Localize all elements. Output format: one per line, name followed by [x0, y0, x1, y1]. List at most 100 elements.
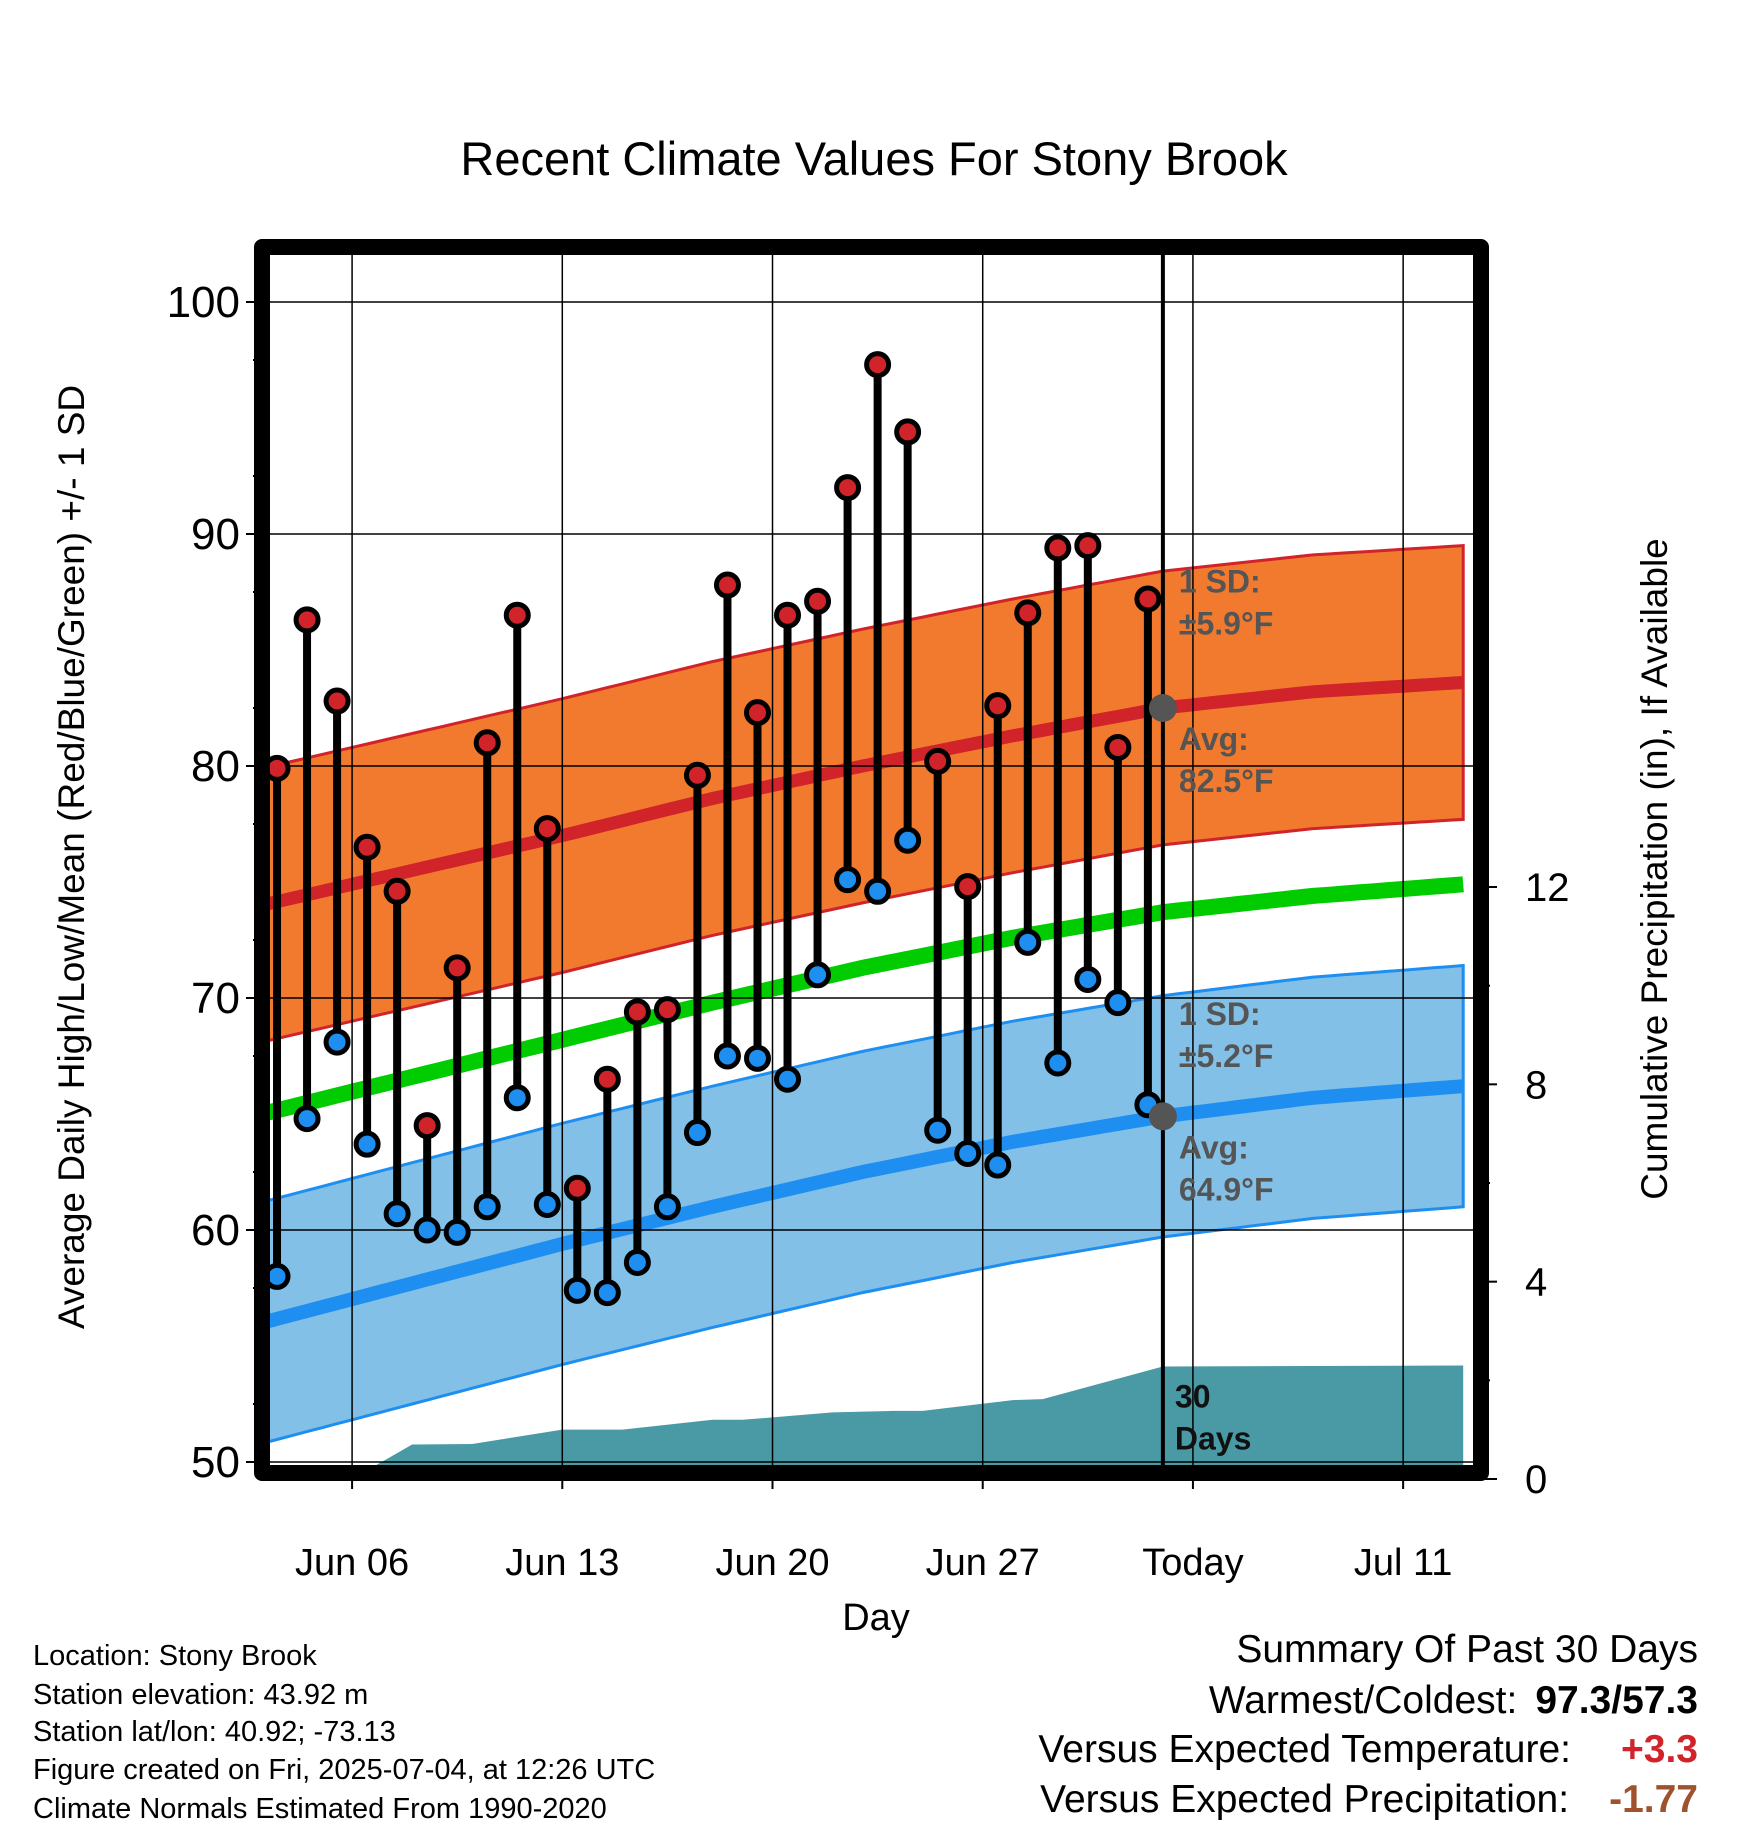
- summary-heading-text: Summary Of Past 30 Days: [1236, 1628, 1698, 1671]
- high-point: [293, 606, 321, 634]
- y-tick-label: 60: [191, 1206, 240, 1255]
- low-point: [293, 1105, 321, 1133]
- high-point: [353, 833, 381, 861]
- low-point: [683, 1119, 711, 1147]
- x-tick-label: Jun 06: [295, 1542, 409, 1584]
- x-axis-label: Day: [842, 1597, 910, 1639]
- high-point: [683, 761, 711, 789]
- high-point: [743, 699, 771, 727]
- summary-warmest: Warmest/Coldest: 97.3/57.3: [1209, 1679, 1698, 1723]
- y-tick-label: 100: [167, 278, 240, 327]
- info-normals: Climate Normals Estimated From 1990-2020: [33, 1793, 607, 1825]
- y-axis-label: Average Daily High/Low/Mean (Red/Blue/Gr…: [51, 385, 92, 1329]
- plot-area: 1 SD: ±5.9°F Avg: 82.5°F 1 SD: ±5.2°F Avg: 64.9…: [262, 247, 1481, 1473]
- high-point: [804, 587, 832, 615]
- low-sd-value: ±5.2°F: [1179, 1038, 1273, 1074]
- precip-label-line1: 30: [1175, 1379, 1211, 1415]
- y-tick-label: 50: [191, 1438, 240, 1487]
- summary-temp: Versus Expected Temperature: +3.3: [1038, 1728, 1698, 1772]
- low-sd-label: 1 SD:: [1179, 996, 1261, 1032]
- info-created: Figure created on Fri, 2025-07-04, at 12…: [33, 1754, 656, 1786]
- high-point: [323, 687, 351, 715]
- low-point: [894, 826, 922, 854]
- precip-label-line2: Days: [1175, 1421, 1252, 1457]
- temp-value: +3.3: [1621, 1728, 1698, 1771]
- low-point: [383, 1200, 411, 1228]
- y2-tick-label: 0: [1525, 1458, 1547, 1502]
- low-avg-value: 64.9°F: [1179, 1171, 1274, 1207]
- high-point: [984, 692, 1012, 720]
- warmest-value: 97.3/57.3: [1535, 1679, 1698, 1722]
- low-point: [954, 1139, 982, 1167]
- low-point: [443, 1218, 471, 1246]
- y-tick-label: 90: [191, 510, 240, 559]
- high-point: [954, 873, 982, 901]
- high-point: [413, 1112, 441, 1140]
- y2-tick-label: 12: [1525, 866, 1570, 910]
- low-point: [1074, 965, 1102, 993]
- y-tick-label: 80: [191, 742, 240, 791]
- y2-tick-label: 4: [1525, 1261, 1547, 1305]
- precip-area: [362, 1365, 1464, 1473]
- x-tick-label: Today: [1142, 1542, 1243, 1584]
- today-high-marker: [1148, 694, 1177, 722]
- high-point: [563, 1174, 591, 1202]
- low-point: [713, 1042, 741, 1070]
- high-point: [1104, 733, 1132, 761]
- high-point: [473, 729, 501, 757]
- low-point: [834, 866, 862, 894]
- high-point: [774, 601, 802, 629]
- high-point: [653, 996, 681, 1024]
- high-point: [1074, 532, 1102, 560]
- high-point: [383, 877, 411, 905]
- high-point: [533, 815, 561, 843]
- y-tick-label: 70: [191, 974, 240, 1023]
- high-point: [623, 998, 651, 1026]
- plot-clip-group: 1 SD: ±5.9°F Avg: 82.5°F 1 SD: ±5.2°F Avg: 64.9…: [262, 247, 1481, 1473]
- mean-line: [262, 876, 1464, 1122]
- high-point: [864, 351, 892, 379]
- low-point: [323, 1028, 351, 1056]
- high-sd-value: ±5.9°F: [1179, 605, 1273, 641]
- high-point: [1014, 599, 1042, 627]
- info-location: Location: Stony Brook: [33, 1640, 317, 1672]
- low-point: [533, 1190, 561, 1218]
- low-point: [984, 1151, 1012, 1179]
- low-point: [623, 1248, 651, 1276]
- high-sd-label: 1 SD:: [1179, 563, 1261, 599]
- x-tick-label: Jun 13: [505, 1542, 619, 1584]
- high-point: [713, 571, 741, 599]
- high-point: [894, 418, 922, 446]
- low-point: [413, 1216, 441, 1244]
- x-tick-label: Jul 11: [1354, 1542, 1453, 1584]
- low-point: [864, 877, 892, 905]
- high-point: [1044, 534, 1072, 562]
- low-point: [473, 1193, 501, 1221]
- axes: 50 60 70 80 90 100 0 4 8 12 Jun 06 Jun 13 Jun 20 Jun …: [167, 239, 1570, 1584]
- low-avg-label: Avg:: [1179, 1129, 1249, 1165]
- low-point: [743, 1044, 771, 1072]
- low-point: [774, 1065, 802, 1093]
- low-point: [1014, 928, 1042, 956]
- temp-label: Versus Expected Temperature:: [1038, 1728, 1571, 1771]
- low-point: [804, 961, 832, 989]
- info-elevation: Station elevation: 43.92 m: [33, 1679, 369, 1711]
- high-avg-label: Avg:: [1179, 721, 1249, 757]
- low-avg-line: [262, 1079, 1464, 1330]
- high-point: [924, 747, 952, 775]
- high-point: [593, 1065, 621, 1093]
- high-point: [443, 954, 471, 982]
- summary-precip: Versus Expected Precipitation: -1.77: [1040, 1778, 1698, 1822]
- high-point: [1134, 585, 1162, 613]
- low-point: [593, 1279, 621, 1307]
- low-point: [563, 1276, 591, 1304]
- x-tick-label: Jun 27: [926, 1542, 1040, 1584]
- low-point: [924, 1116, 952, 1144]
- high-point: [834, 474, 862, 502]
- high-point: [503, 601, 531, 629]
- x-tick-label: Jun 20: [715, 1542, 829, 1584]
- precip-label: Versus Expected Precipitation:: [1040, 1778, 1570, 1821]
- plot-frame: [254, 239, 1489, 1481]
- low-point: [353, 1130, 381, 1158]
